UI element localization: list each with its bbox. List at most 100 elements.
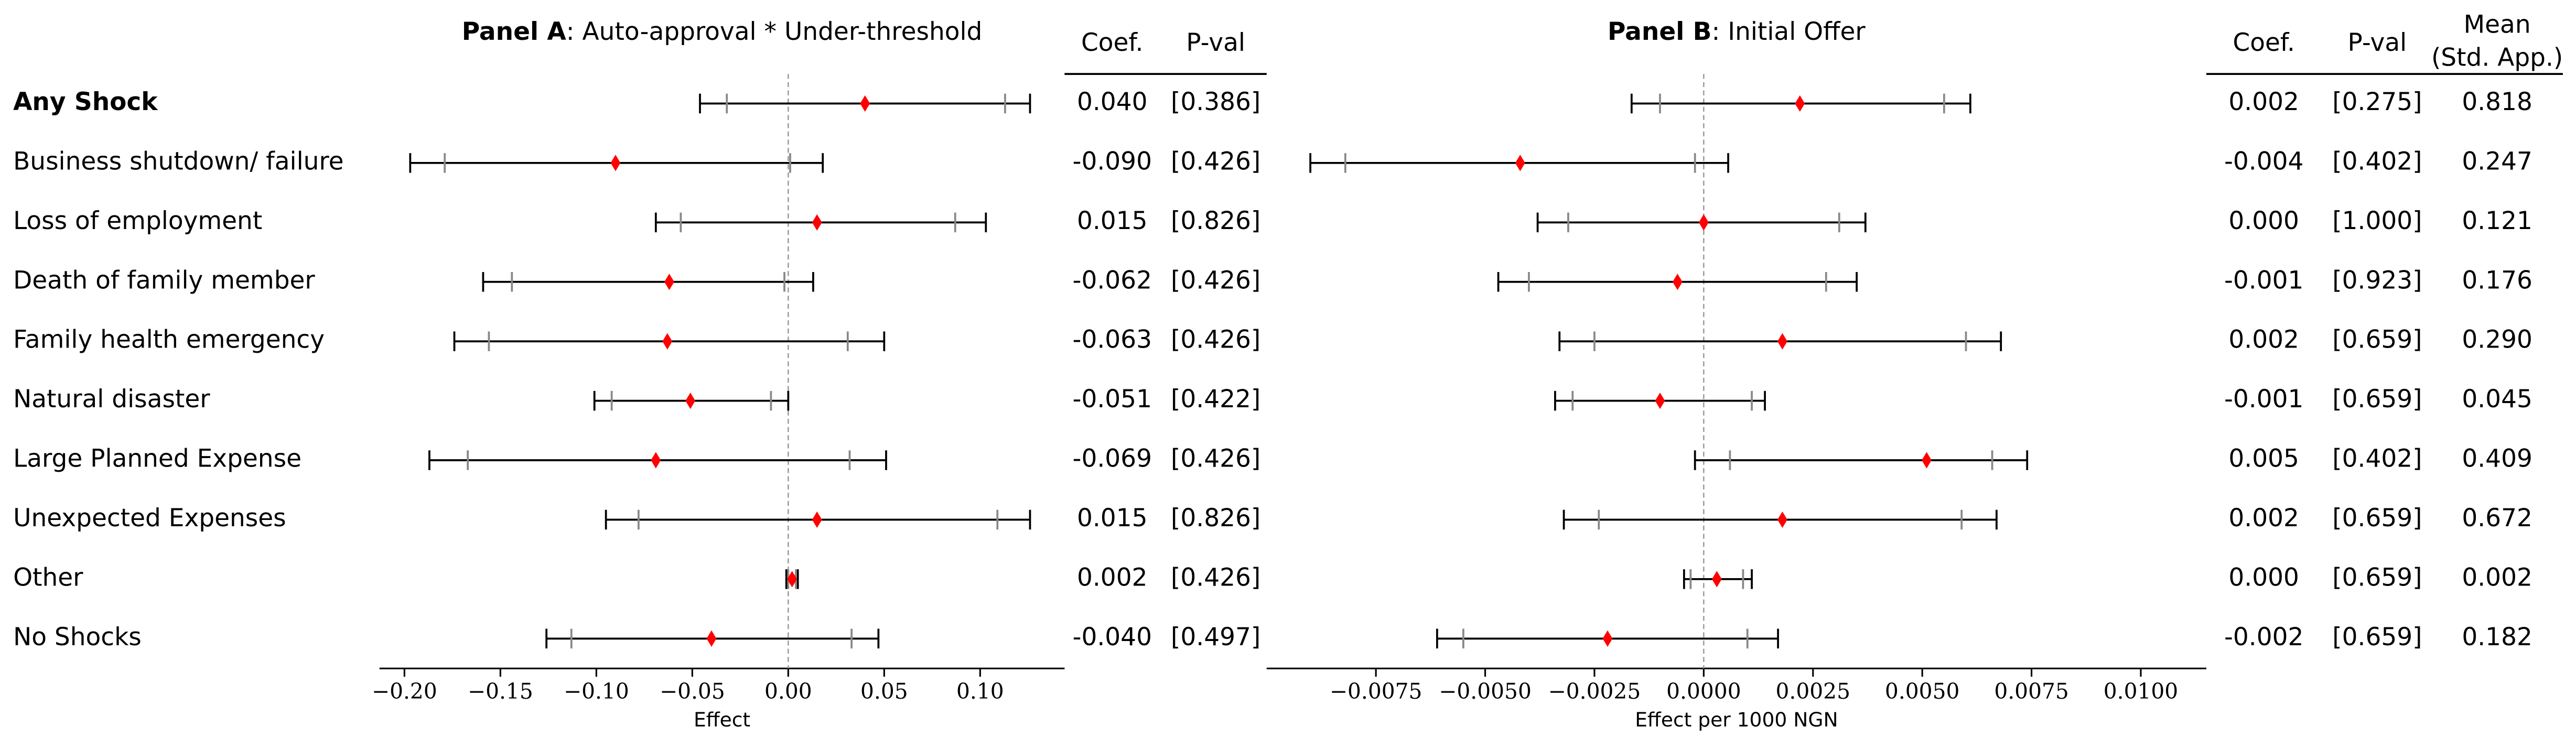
coefficient-marker <box>664 274 674 290</box>
title-part: Panel A <box>462 17 567 46</box>
x-tick-label: 0.0075 <box>1994 679 2068 704</box>
coef-value: 0.015 <box>1077 207 1148 235</box>
coefficient-marker <box>787 571 797 588</box>
coefficient-marker <box>1602 630 1613 647</box>
x-tick-label: −0.0025 <box>1548 679 1641 704</box>
column-header: Mean <box>2464 10 2531 39</box>
p-value: [1.000] <box>2332 207 2422 235</box>
row-label: Other <box>13 563 83 592</box>
p-value: [0.426] <box>1171 266 1260 295</box>
coef-value: -0.002 <box>2224 623 2303 652</box>
coefficient-marker <box>610 155 621 171</box>
p-value: [0.402] <box>2332 444 2422 473</box>
x-axis-label: Effect per 1000 NGN <box>1635 708 1838 731</box>
x-tick-label: 0.00 <box>764 679 812 704</box>
x-tick-label: −0.05 <box>660 679 725 704</box>
coef-value: 0.000 <box>2228 207 2299 235</box>
p-value: [0.426] <box>1171 444 1260 473</box>
p-value: [0.659] <box>2332 563 2422 592</box>
coef-value: -0.001 <box>2224 385 2303 414</box>
panel-title: Panel B: Initial Offer <box>1608 17 1866 46</box>
p-value: [0.426] <box>1171 563 1260 592</box>
p-value: [0.275] <box>2332 88 2422 116</box>
p-value: [0.659] <box>2332 504 2422 533</box>
p-value: [0.923] <box>2332 266 2422 295</box>
mean-value: 0.045 <box>2462 385 2532 414</box>
x-tick-label: 0.05 <box>860 679 908 704</box>
coef-value: -0.069 <box>1073 444 1152 473</box>
coef-value: 0.002 <box>2228 325 2299 354</box>
title-part: : Auto-approval * Under-threshold <box>566 17 983 46</box>
coefficient-marker <box>1795 95 1805 112</box>
x-axis-label: Effect <box>694 708 750 731</box>
coefficient-marker <box>812 214 822 231</box>
p-value: [0.826] <box>1171 504 1260 533</box>
coefficient-marker <box>651 452 661 469</box>
coefficient-marker <box>1922 452 1932 469</box>
p-value: [0.826] <box>1171 207 1260 235</box>
coefficient-marker <box>685 392 696 409</box>
mean-value: 0.818 <box>2462 88 2532 116</box>
mean-value: 0.121 <box>2462 207 2532 235</box>
coef-value: -0.004 <box>2224 147 2303 176</box>
mean-value: 0.672 <box>2462 504 2532 533</box>
p-value: [0.402] <box>2332 147 2422 176</box>
coef-value: -0.090 <box>1073 147 1152 176</box>
row-label: Natural disaster <box>13 385 210 414</box>
p-value: [0.422] <box>1171 385 1260 414</box>
coef-value: 0.002 <box>2228 504 2299 533</box>
p-value: [0.426] <box>1171 147 1260 176</box>
coefficient-marker <box>1515 155 1525 171</box>
coefficient-marker <box>706 630 717 647</box>
row-label: Business shutdown/ failure <box>13 147 344 176</box>
mean-value: 0.247 <box>2462 147 2532 176</box>
coef-value: -0.062 <box>1073 266 1152 295</box>
row-label: Any Shock <box>13 88 158 116</box>
coef-value: 0.002 <box>1077 563 1148 592</box>
p-value: [0.659] <box>2332 325 2422 354</box>
row-label: Family health emergency <box>13 325 325 354</box>
coef-value: 0.040 <box>1077 88 1148 116</box>
x-tick-label: −0.0050 <box>1439 679 1532 704</box>
coef-value: 0.002 <box>2228 88 2299 116</box>
title-part: : Initial Offer <box>1711 17 1866 46</box>
coef-value: -0.040 <box>1073 623 1152 652</box>
coefficient-marker <box>662 333 673 350</box>
coef-value: -0.051 <box>1073 385 1152 414</box>
column-header: P-val <box>2348 28 2407 57</box>
coefficient-marker <box>1777 511 1787 528</box>
coef-value: 0.000 <box>2228 563 2299 592</box>
p-value: [0.386] <box>1171 88 1260 116</box>
mean-value: 0.182 <box>2462 623 2532 652</box>
x-tick-label: 0.0050 <box>1885 679 1959 704</box>
coefficient-marker <box>812 511 822 528</box>
panel-title: Panel A: Auto-approval * Under-threshold <box>462 17 983 46</box>
p-value: [0.659] <box>2332 385 2422 414</box>
row-label: Unexpected Expenses <box>13 504 286 533</box>
column-header: (Std. App.) <box>2431 43 2563 72</box>
coefficient-marker <box>1698 214 1709 231</box>
coef-value: -0.001 <box>2224 266 2303 295</box>
row-label: Loss of employment <box>13 207 262 235</box>
column-header: Coef. <box>1081 28 1144 57</box>
x-tick-label: −0.15 <box>468 679 533 704</box>
mean-value: 0.002 <box>2462 563 2532 592</box>
coef-value: -0.063 <box>1073 325 1152 354</box>
x-tick-label: −0.0075 <box>1330 679 1422 704</box>
mean-value: 0.290 <box>2462 325 2532 354</box>
mean-value: 0.409 <box>2462 444 2532 473</box>
column-header: Coef. <box>2233 28 2295 57</box>
p-value: [0.426] <box>1171 325 1260 354</box>
x-tick-label: −0.20 <box>372 679 437 704</box>
coef-value: 0.015 <box>1077 504 1148 533</box>
row-label: Large Planned Expense <box>13 444 301 473</box>
coef-value: 0.005 <box>2228 444 2299 473</box>
title-part: Panel B <box>1608 17 1711 46</box>
coefficient-marker <box>1672 274 1683 290</box>
row-label: Death of family member <box>13 266 315 295</box>
x-tick-label: 0.10 <box>956 679 1004 704</box>
coefficient-marker <box>860 95 870 112</box>
row-label: No Shocks <box>13 623 142 652</box>
coefficient-marker <box>1711 571 1722 588</box>
